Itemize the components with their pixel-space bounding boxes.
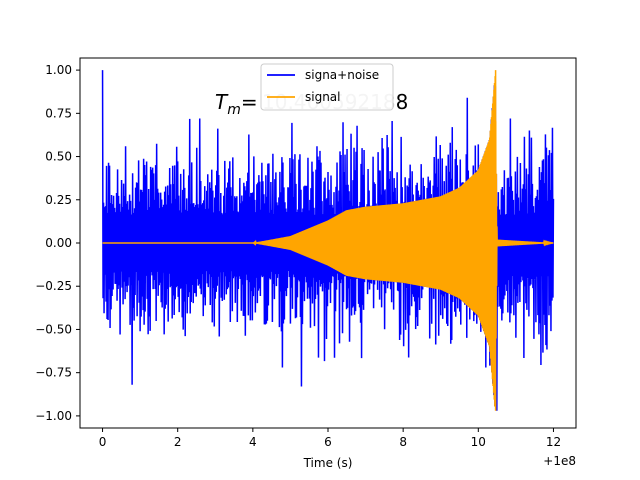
x-axis: 0 2 4 6 8 10 12: [99, 428, 561, 449]
x-tick-label: 8: [399, 435, 407, 449]
y-tick-label: −1.00: [35, 409, 72, 423]
y-axis: −1.00 −0.75 −0.50 −0.25 0.00 0.25 0.50 0.75 1.00: [35, 63, 80, 423]
legend: signa+noise signal: [260, 63, 394, 111]
x-tick-label: 6: [324, 435, 332, 449]
y-tick-label: 1.00: [45, 63, 72, 77]
y-tick-label: 0.50: [45, 150, 72, 164]
x-tick-label: 0: [99, 435, 107, 449]
y-tick-label: −0.50: [35, 322, 72, 336]
legend-label-signal: signal: [305, 90, 341, 104]
x-offset-text: +1e8: [543, 454, 576, 468]
x-axis-label: Time (s): [303, 456, 353, 470]
y-tick-label: 0.00: [45, 236, 72, 250]
y-tick-label: 0.75: [45, 106, 72, 120]
series-signal-noise-line: [101, 70, 555, 411]
x-tick-label: 2: [174, 435, 182, 449]
legend-label-signal-noise: signa+noise: [305, 68, 379, 82]
series-layer: [101, 70, 555, 411]
annotation-value-tail: 8: [396, 90, 409, 114]
y-tick-label: −0.25: [35, 279, 72, 293]
annotation-prefix: Tm=: [215, 90, 258, 118]
x-tick-label: 4: [249, 435, 257, 449]
y-tick-label: −0.75: [35, 366, 72, 380]
x-tick-label: 12: [546, 435, 561, 449]
series-signal-line: [102, 70, 554, 411]
y-tick-label: 0.25: [45, 193, 72, 207]
x-tick-label: 10: [471, 435, 486, 449]
